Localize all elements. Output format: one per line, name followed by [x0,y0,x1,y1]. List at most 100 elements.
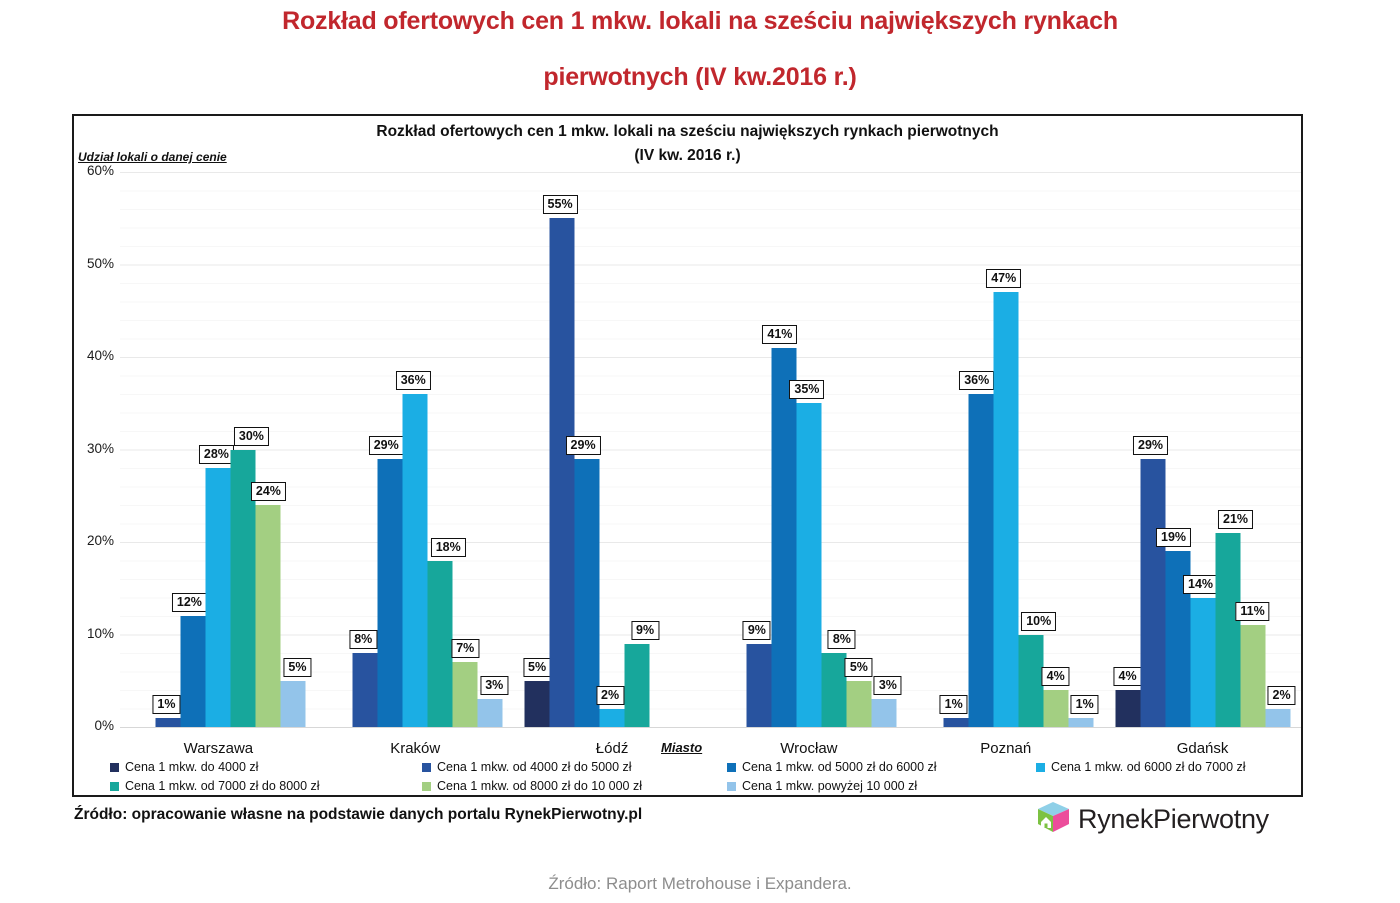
bar-pozna-series-2[interactable] [943,717,969,727]
bar-d-series-1[interactable] [524,680,550,727]
bar-slot: 21% [1215,172,1254,727]
bar-pozna-series-3[interactable] [968,394,994,727]
bar-group-d: 5% 55% 29% 2% 9% [514,172,711,727]
bar-slot: 12% [171,172,207,727]
bar-wroc-aw-series-7[interactable] [871,699,897,727]
legend-item-7[interactable]: Cena 1 mkw. powyżej 10 000 zł [727,779,917,793]
bar-krak-w-series-5[interactable] [427,560,453,727]
bar-d-series-2[interactable] [549,218,575,727]
bar-value-label: 36% [395,371,431,390]
category-label-pozna: Poznań [980,740,1032,757]
bar-slot: 36% [959,172,995,727]
bar-value-label: 36% [959,371,995,390]
bar-wroc-aw-series-4[interactable] [796,403,822,727]
bar-slot: 29% [368,172,404,727]
legend-swatch-icon [727,762,736,772]
bar-gda-sk-series-2[interactable] [1140,458,1166,727]
category-label-warszawa: Warszawa [183,740,254,757]
bar-krak-w-series-4[interactable] [402,394,428,727]
legend-item-5[interactable]: Cena 1 mkw. od 7000 zł do 8000 zł [110,779,320,793]
bar-wroc-aw-series-5[interactable] [821,653,847,727]
bar-wroc-aw-series-3[interactable] [771,347,797,727]
legend-item-4[interactable]: Cena 1 mkw. od 6000 zł do 7000 zł [1036,760,1246,774]
bar-pozna-series-5[interactable] [1018,634,1044,727]
logo-text: RynekPierwotny [1078,804,1269,834]
bar-gda-sk-series-5[interactable] [1215,532,1241,727]
legend-label: Cena 1 mkw. od 4000 zł do 5000 zł [437,760,632,774]
bar-wroc-aw-series-2[interactable] [746,643,772,727]
cube-house-icon [1036,800,1072,839]
bar-slot: 1% [939,172,969,727]
bar-warszawa-series-2[interactable] [155,717,181,727]
bar-value-label: 2% [1267,685,1296,705]
y-tick-label: 40% [86,348,114,363]
bar-gda-sk-series-7[interactable] [1265,708,1291,727]
bar-slot: 28% [198,172,234,727]
bar-slot: 24% [250,172,286,727]
chart-source-note: Źródło: opracowanie własne na podstawie … [74,806,643,823]
bar-d-series-5[interactable] [624,643,650,727]
bar-slot: 29% [565,172,601,727]
bar-slot: 5% [523,172,552,727]
chart-title-period: (IV kw. 2016 r.) [634,147,741,164]
legend-swatch-icon [422,781,431,791]
bar-slot: 30% [230,172,269,727]
bar-value-label: 4% [1041,667,1070,686]
bar-value-label: 8% [827,630,856,649]
legend-swatch-icon [110,781,119,791]
legend-item-6[interactable]: Cena 1 mkw. od 8000 zł do 10 000 zł [422,779,642,793]
bar-slot: 3% [871,172,902,727]
bar-value-label: 8% [349,630,378,649]
legend-item-1[interactable]: Cena 1 mkw. do 4000 zł [110,760,258,774]
legend-item-3[interactable]: Cena 1 mkw. od 5000 zł do 6000 zł [727,760,937,774]
plot-area: 0% 10% 20% 30% 40% 50% 60% 1% 12% 28% 30% 24% 5% 8% 2… [87,163,1301,733]
legend-label: Cena 1 mkw. powyżej 10 000 zł [742,779,918,793]
y-tick-label: 60% [86,163,114,178]
bar-value-label: 3% [480,676,509,696]
bar-slot: 9% [742,172,772,727]
bar-slot: 10% [1018,172,1057,727]
bar-krak-w-series-2[interactable] [352,653,378,727]
bar-slot [650,172,675,727]
bar-krak-w-series-6[interactable] [452,662,478,727]
bar-slot: 36% [395,172,431,727]
bar-value-label: 18% [430,537,466,557]
category-label-gda-sk: Gdańsk [1176,740,1229,757]
bar-gda-sk-series-4[interactable] [1190,597,1216,727]
bar-pozna-series-4[interactable] [993,292,1019,727]
bar-slot: 35% [789,172,825,727]
bar-value-label: 10% [1021,611,1057,631]
bar-value-label: 41% [762,324,798,344]
bar-d-series-3[interactable] [574,458,600,727]
bar-krak-w-series-7[interactable] [477,699,503,727]
bar-warszawa-series-4[interactable] [205,468,231,727]
bar-krak-w-series-3[interactable] [377,458,403,727]
bar-value-label: 35% [789,380,825,400]
bar-group-gda-sk: 4% 29% 19% 14% 21% 11% 2% [1104,172,1301,727]
bar-wroc-aw-series-6[interactable] [846,680,872,727]
bar-pozna-series-6[interactable] [1043,690,1069,727]
bar-slot: 2% [596,172,625,727]
chart-title: Rozkład ofertowych cen 1 mkw. lokali na … [74,120,1301,168]
bar-slot: 19% [1156,172,1192,727]
bar-slot: 11% [1235,172,1270,727]
y-tick-label: 50% [86,255,114,271]
bar-warszawa-series-7[interactable] [280,680,306,727]
bar-gda-sk-series-1[interactable] [1115,690,1141,727]
bar-gda-sk-series-6[interactable] [1240,625,1266,727]
bar-value-label: 5% [844,657,873,677]
rynekpierwotny-logo: RynekPierwotny [1036,800,1269,839]
bar-warszawa-series-6[interactable] [255,505,281,727]
bar-value-label: 29% [368,435,404,455]
bar-value-label: 24% [250,482,286,501]
bar-value-label: 11% [1235,602,1270,622]
bar-value-label: 2% [596,685,625,705]
bar-d-series-4[interactable] [599,708,625,727]
bar-slot [918,172,943,727]
bar-value-label: 7% [451,639,480,659]
bar-warszawa-series-3[interactable] [180,616,206,727]
page-title-line-2: pierwotnych (IV kw.2016 r.) [543,63,857,91]
bar-pozna-series-7[interactable] [1068,717,1094,727]
legend-item-2[interactable]: Cena 1 mkw. od 4000 zł do 5000 zł [422,760,632,774]
